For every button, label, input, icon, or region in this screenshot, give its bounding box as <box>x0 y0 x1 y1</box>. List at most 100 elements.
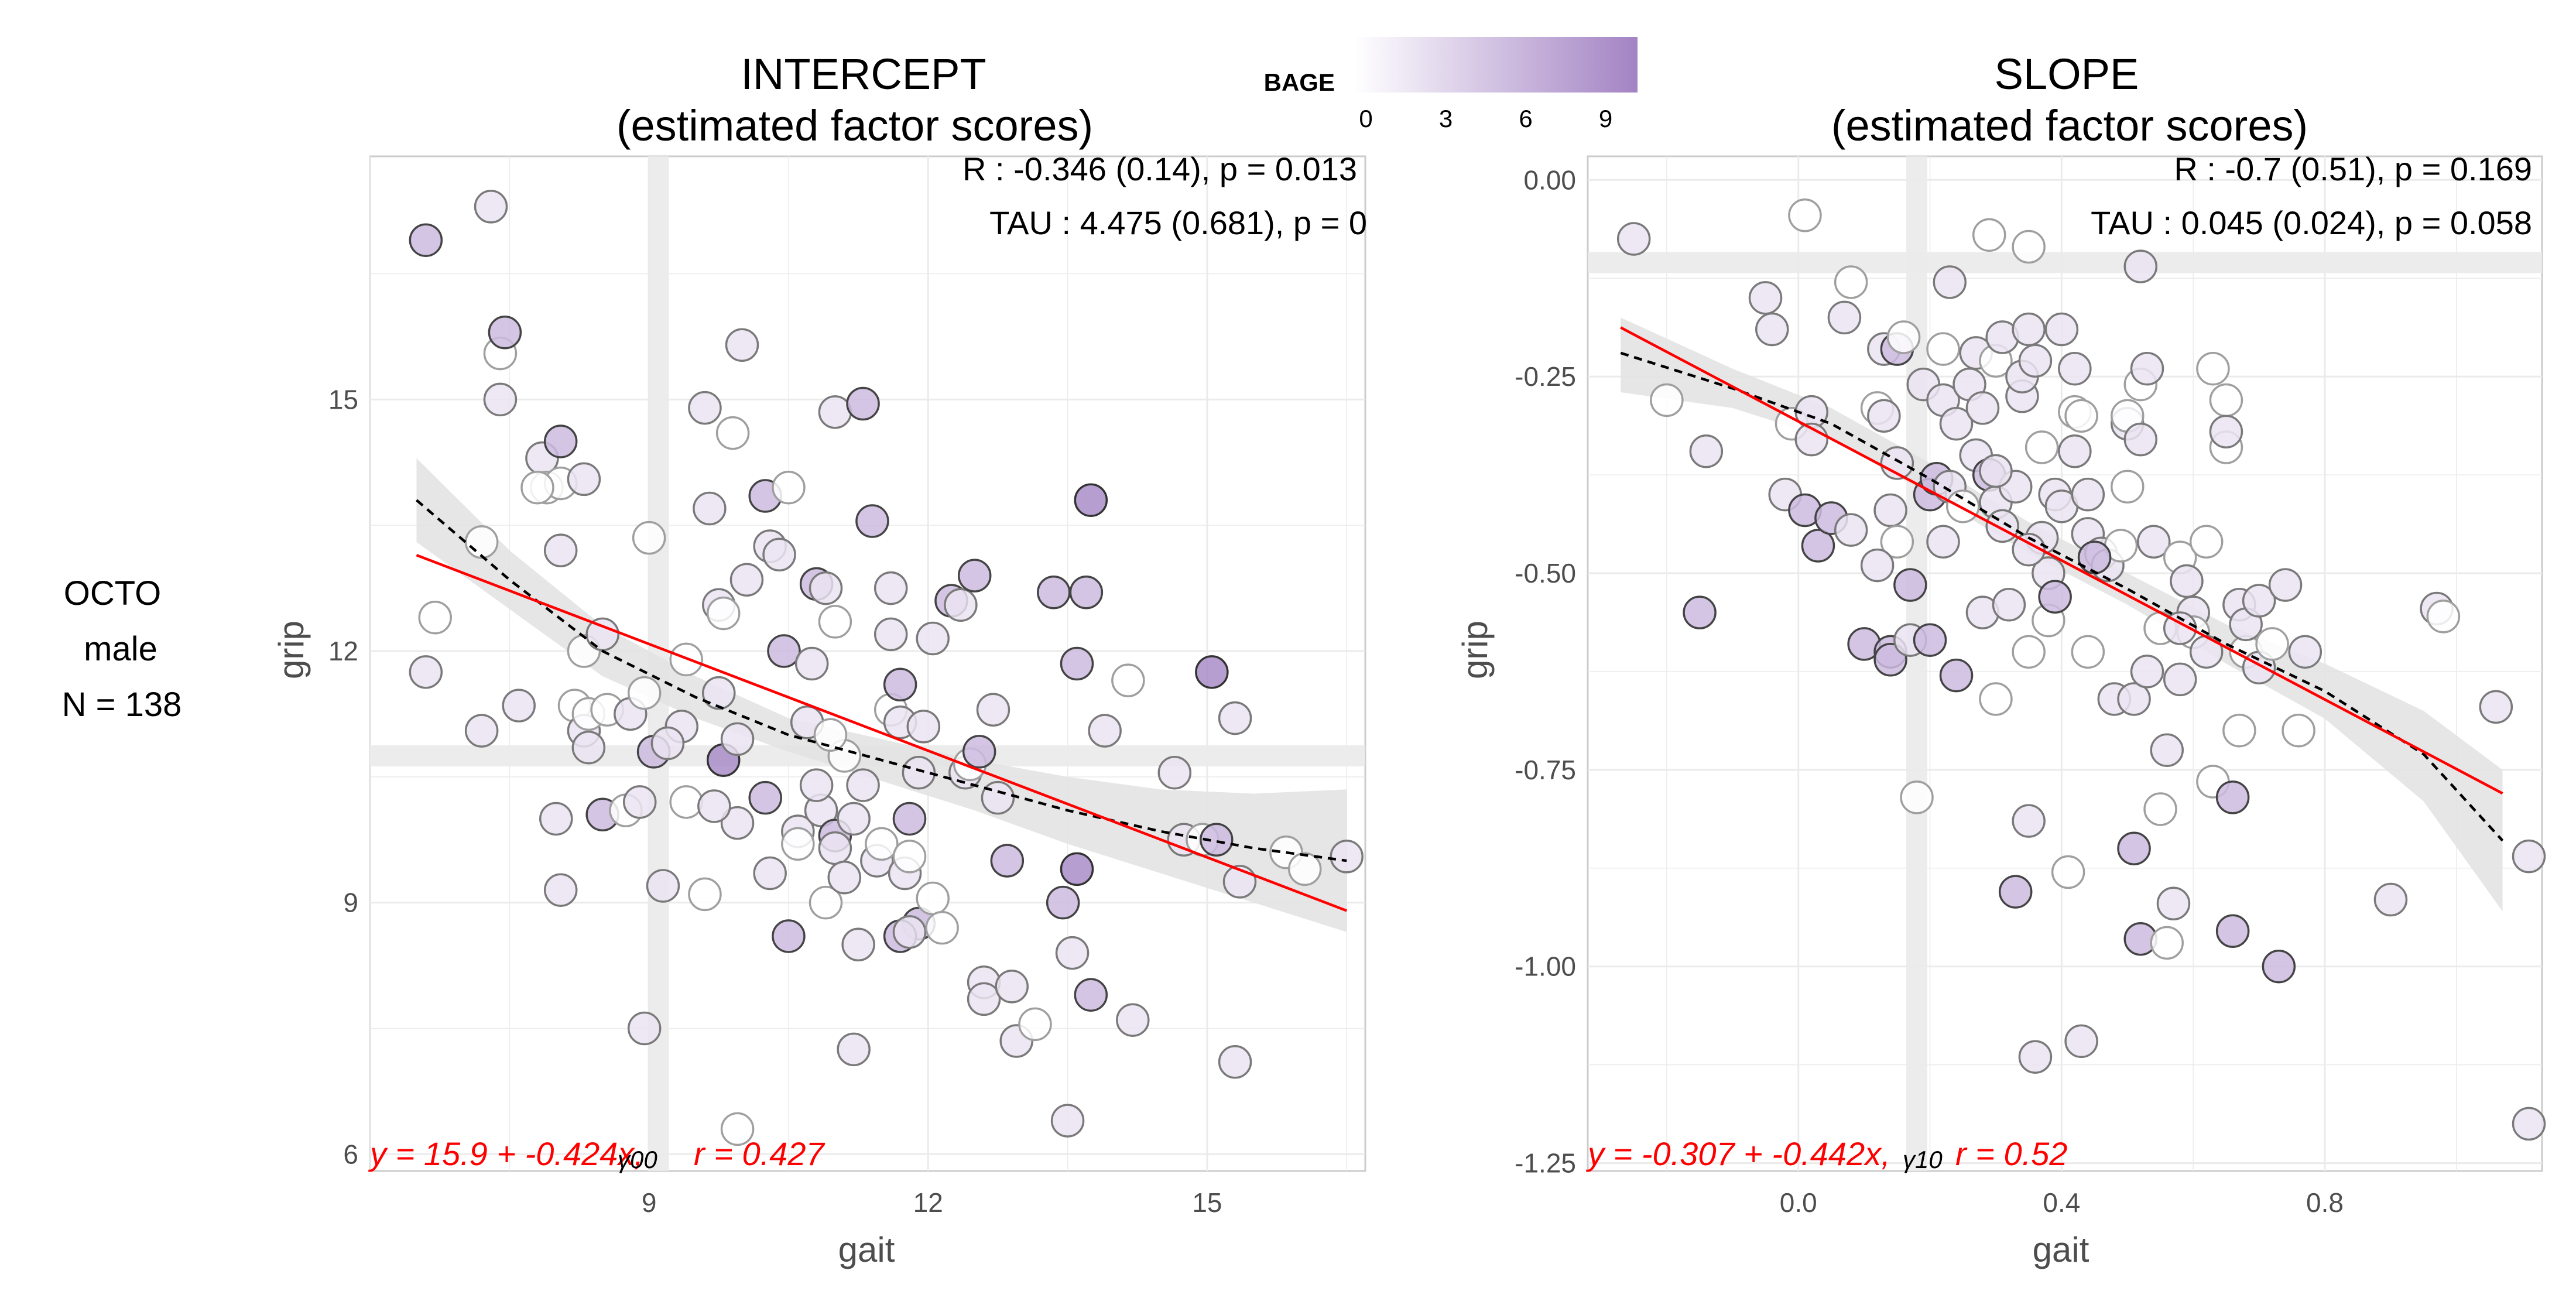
row-label-study: OCTO <box>64 574 162 612</box>
scatter-point <box>772 919 806 953</box>
panel-title: INTERCEPT <box>741 50 986 98</box>
y-tick-label: 0.00 <box>1523 165 1576 195</box>
scatter-point <box>906 710 941 744</box>
y-tick-label: -1.25 <box>1515 1148 1576 1179</box>
fit-r-value: r = 0.52 <box>1955 1135 2067 1172</box>
scatter-point <box>2373 882 2408 917</box>
scatter-point <box>1992 587 2026 622</box>
scatter-point <box>688 391 722 425</box>
scatter-point <box>841 927 875 962</box>
scatter-point <box>1939 658 1974 693</box>
scatter-point <box>1985 509 2019 543</box>
row-label-n: N = 138 <box>62 686 182 724</box>
scatter-point <box>748 780 782 815</box>
scatter-point <box>520 470 554 505</box>
scatter-point <box>2123 249 2158 283</box>
scatter-point <box>916 621 950 656</box>
bage-legend: BAGE 0 3 6 9 <box>1264 37 1638 132</box>
scatter-point <box>855 504 889 538</box>
scatter-point <box>1060 852 1094 886</box>
scatter-point <box>650 726 685 761</box>
scatter-point <box>409 655 443 689</box>
scatter-point <box>627 1011 662 1046</box>
scatter-point <box>1055 936 1090 970</box>
scatter-point <box>1913 623 1947 657</box>
scatter-point <box>1965 391 2000 425</box>
scatter-point <box>1972 218 2006 252</box>
scatter-point <box>837 802 871 836</box>
scatter-point <box>990 844 1025 878</box>
stat-tau: TAU : 0.045 (0.024), p = 0.058 <box>2091 204 2532 241</box>
scatter-point <box>2137 525 2171 559</box>
stat-r: R : -0.7 (0.51), p = 0.169 <box>2174 150 2532 187</box>
scatter-point <box>2268 568 2303 602</box>
scatter-point <box>702 676 736 710</box>
scatter-point <box>1116 1003 1150 1037</box>
scatter-point <box>1893 568 1927 602</box>
scatter-point <box>2209 415 2243 448</box>
y-tick-label: 12 <box>328 636 358 666</box>
scatter-point <box>409 223 443 257</box>
scatter-point <box>1018 1007 1052 1042</box>
linear-fit-line <box>416 554 1348 912</box>
fit-equation: y = 15.9 + -0.424x, <box>368 1135 643 1172</box>
scatter-point <box>1287 852 1322 886</box>
scatter-point <box>2012 312 2046 347</box>
scatter-point <box>464 525 499 559</box>
y-tick-label: 6 <box>343 1139 358 1169</box>
scatter-point <box>2058 351 2092 386</box>
confidence-band <box>1621 317 2503 912</box>
scatter-point <box>809 571 843 605</box>
scatter-point <box>697 789 731 823</box>
scatter-point <box>1900 780 1934 814</box>
scatter-point <box>2018 344 2053 378</box>
scatter-point <box>827 860 862 895</box>
x-tick-label: 12 <box>913 1187 943 1218</box>
scatter-point <box>2288 635 2322 669</box>
scatter-point <box>1880 525 1914 559</box>
y-tick-label: 15 <box>328 384 358 415</box>
scatter-point <box>1834 265 1868 299</box>
scatter-point <box>1867 399 1901 433</box>
gamma-label: γ00 <box>618 1146 657 1173</box>
scatter-point <box>2130 655 2164 689</box>
scatter-point <box>2071 635 2105 669</box>
legend-tick-label: 3 <box>1439 105 1453 132</box>
scatter-point <box>2512 1107 2546 1141</box>
scatter-point <box>1933 265 1967 299</box>
scatter-point <box>1748 281 1783 315</box>
scatter-point <box>873 617 908 652</box>
scatter-point <box>502 689 536 722</box>
intercept-plot-area <box>369 155 1366 1172</box>
scatter-point <box>1616 222 1651 256</box>
scatter-point <box>957 559 992 593</box>
scatter-point <box>837 1032 871 1067</box>
scatter-point <box>1218 701 1252 735</box>
scatter-point <box>2150 926 2184 960</box>
scatter-point <box>688 877 722 912</box>
x-tick-label: 0.0 <box>1780 1187 1817 1218</box>
row-label: OCTO male N = 138 <box>62 574 182 724</box>
scatter-point <box>1926 525 1960 559</box>
row-label-sex: male <box>84 630 157 668</box>
scatter-point <box>2117 682 2151 716</box>
scatter-point <box>571 730 606 765</box>
scatter-point <box>2058 434 2092 468</box>
scatter-point <box>2117 831 2151 865</box>
scatter-point <box>2064 399 2098 433</box>
scatter-point <box>2012 230 2046 264</box>
scatter-point <box>2209 383 2243 417</box>
fit-equation: y = -0.307 + -0.442x, <box>1585 1135 1890 1172</box>
scatter-point <box>2012 635 2046 669</box>
scatter-point <box>1050 1104 1085 1138</box>
scatter-point <box>799 768 834 802</box>
legend-title: BAGE <box>1264 69 1335 96</box>
scatter-points <box>1616 198 2546 1141</box>
scatter-point <box>2163 662 2197 697</box>
scatter-point <box>2222 713 2256 748</box>
panel-subtitle: (estimated factor scores) <box>1831 101 2308 150</box>
y-tick-label: -0.25 <box>1515 361 1576 392</box>
scatter-point <box>1979 682 2013 716</box>
scatter-point <box>809 885 843 920</box>
